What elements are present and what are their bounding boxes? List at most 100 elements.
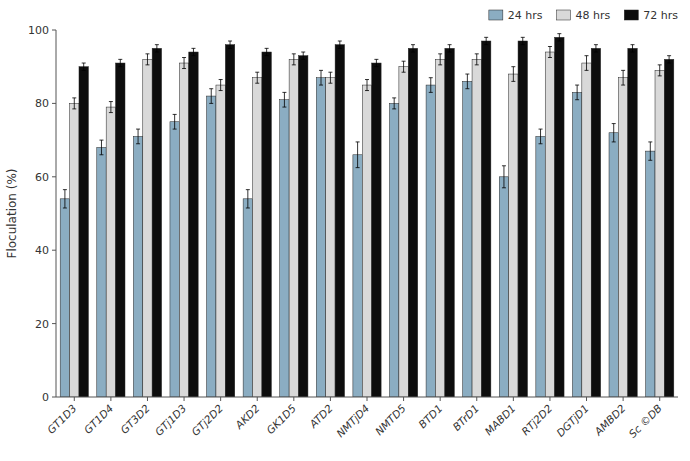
- error-bar: [63, 190, 67, 208]
- error-bar: [465, 74, 469, 89]
- error-stem: [303, 52, 304, 59]
- x-tick: [220, 397, 221, 401]
- bar: [97, 147, 106, 397]
- legend-label: 24 hrs: [508, 9, 543, 22]
- error-cap: [575, 99, 579, 100]
- bar: [646, 151, 655, 397]
- error-stem: [586, 56, 587, 71]
- bar: [399, 67, 408, 397]
- bar: [262, 52, 271, 397]
- bar: [536, 136, 545, 397]
- legend-item: 24 hrs: [489, 9, 543, 22]
- error-bar: [145, 54, 149, 65]
- error-bar: [328, 72, 332, 83]
- bar: [170, 122, 179, 397]
- error-cap: [521, 44, 525, 45]
- legend-item: 48 hrs: [557, 9, 611, 22]
- bar: [609, 133, 618, 397]
- error-bar: [539, 129, 543, 144]
- error-bar: [631, 45, 635, 52]
- x-tick: [147, 397, 148, 401]
- error-stem: [211, 89, 212, 104]
- bar: [133, 136, 142, 397]
- bar: [143, 59, 152, 397]
- error-cap: [575, 85, 579, 86]
- legend-item: 72 hrs: [624, 9, 678, 22]
- error-stem: [293, 54, 294, 65]
- error-cap: [82, 63, 86, 64]
- bar: [499, 177, 508, 397]
- error-cap: [72, 97, 76, 98]
- error-cap: [631, 44, 635, 45]
- bar: [463, 81, 472, 397]
- error-cap: [511, 81, 515, 82]
- x-tick-label: AMBD2: [591, 402, 627, 438]
- error-cap: [155, 52, 159, 53]
- x-tick-label: NMTD5: [373, 402, 409, 438]
- error-stem: [522, 37, 523, 44]
- error-bar: [136, 129, 140, 144]
- error-stem: [193, 48, 194, 55]
- error-stem: [659, 65, 660, 76]
- bar: [179, 63, 188, 397]
- error-bar: [548, 47, 552, 58]
- x-tick-label: GT1D4: [81, 402, 115, 436]
- bar: [655, 70, 664, 397]
- bar: [79, 67, 88, 397]
- error-bar: [594, 45, 598, 52]
- error-cap: [191, 55, 195, 56]
- bar: [207, 96, 216, 397]
- error-cap: [246, 189, 250, 190]
- error-stem: [503, 166, 504, 188]
- error-cap: [392, 97, 396, 98]
- error-cap: [612, 141, 616, 142]
- error-cap: [402, 72, 406, 73]
- error-bar: [109, 102, 113, 113]
- error-cap: [109, 112, 113, 113]
- x-tick: [367, 397, 368, 401]
- bar: [628, 48, 637, 397]
- y-axis-label: Floculation (%): [5, 168, 19, 258]
- x-axis: GT1D3GT1D4GT3D2GTj1D3GTj2D2AKD2GK1D5ATD2…: [45, 397, 678, 440]
- error-bar: [82, 63, 86, 70]
- x-tick-label: GT1D3: [45, 402, 79, 436]
- error-cap: [173, 114, 177, 115]
- error-cap: [557, 41, 561, 42]
- error-cap: [328, 83, 332, 84]
- error-stem: [184, 58, 185, 69]
- error-stem: [403, 61, 404, 72]
- error-bar: [155, 45, 159, 52]
- x-tick: [293, 397, 294, 401]
- error-bar: [612, 124, 616, 142]
- error-bar: [667, 56, 671, 63]
- x-tick-label: AKD2: [232, 402, 262, 432]
- legend-swatch: [557, 10, 571, 20]
- y-tick-label: 40: [35, 244, 49, 257]
- error-cap: [228, 48, 232, 49]
- x-tick-label: Sc ©DB: [626, 402, 664, 440]
- error-stem: [230, 41, 231, 48]
- error-stem: [669, 56, 670, 63]
- error-stem: [440, 54, 441, 65]
- error-bar: [99, 140, 103, 155]
- x-tick: [184, 397, 185, 401]
- bar: [253, 78, 262, 397]
- error-cap: [292, 64, 296, 65]
- error-cap: [667, 55, 671, 56]
- x-tick: [659, 397, 660, 401]
- error-bar: [209, 89, 213, 104]
- error-bar: [265, 48, 269, 55]
- error-stem: [101, 140, 102, 155]
- error-bar: [648, 142, 652, 160]
- error-cap: [109, 101, 113, 102]
- error-cap: [621, 70, 625, 71]
- error-bar: [392, 98, 396, 109]
- error-stem: [156, 45, 157, 52]
- error-stem: [220, 80, 221, 91]
- error-bar: [228, 41, 232, 48]
- y-tick-label: 80: [35, 97, 49, 110]
- bar: [389, 103, 398, 397]
- error-bar: [356, 142, 360, 168]
- error-cap: [356, 167, 360, 168]
- y-tick: [52, 323, 56, 324]
